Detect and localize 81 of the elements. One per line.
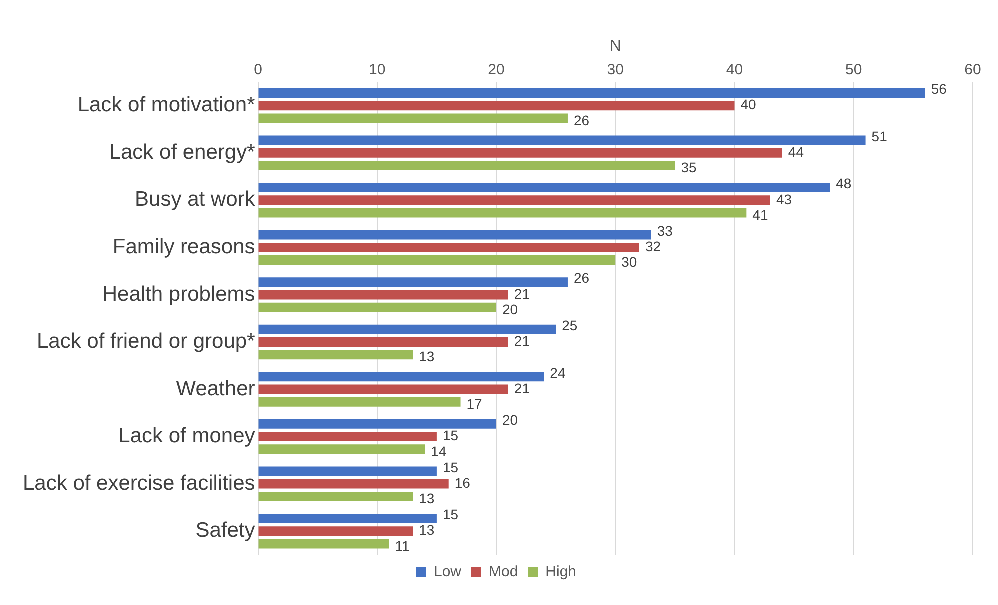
data-label: 13: [419, 348, 435, 365]
legend-label: High: [546, 564, 577, 581]
data-label: 24: [550, 364, 566, 381]
x-tick-label: 40: [726, 61, 744, 78]
data-label: 43: [776, 191, 792, 208]
data-label: 25: [562, 317, 578, 334]
y-tick-label: Weather: [176, 377, 256, 400]
bar: [258, 136, 866, 146]
data-label: 13: [419, 522, 435, 538]
bar: [258, 350, 414, 360]
x-tick-label: 20: [488, 61, 505, 78]
legend-label: Low: [434, 564, 462, 581]
data-label: 15: [442, 459, 459, 476]
bar: [258, 278, 568, 288]
y-tick-label: Lack of energy*: [109, 140, 256, 164]
data-label: 14: [431, 443, 447, 460]
y-tick-label: Lack of motivation*: [78, 94, 256, 117]
data-label: 21: [514, 380, 530, 396]
y-tick-label: Lack of friend or group*: [36, 330, 256, 354]
data-label: 13: [419, 490, 435, 507]
data-label: 48: [836, 176, 852, 192]
data-label: 17: [466, 396, 483, 412]
bar: [258, 384, 508, 394]
bar: [258, 372, 544, 382]
y-tick-label: Safety: [196, 519, 256, 542]
bar: [258, 242, 640, 252]
y-tick-label: Family reasons: [112, 235, 256, 258]
bar: [258, 256, 616, 266]
data-label: 41: [752, 206, 768, 223]
bar: [258, 101, 735, 111]
x-tick-label: 10: [369, 61, 386, 78]
data-label: 56: [931, 81, 948, 98]
data-label: 35: [681, 160, 697, 176]
x-tick-label: 0: [254, 61, 262, 78]
bar: [258, 88, 926, 98]
bar: [258, 444, 426, 454]
data-label: 21: [514, 333, 530, 350]
bar: [258, 196, 770, 206]
bar: [258, 208, 747, 218]
data-label: 16: [454, 474, 471, 491]
bar: [258, 526, 414, 536]
data-label: 15: [442, 428, 459, 444]
data-label: 30: [622, 254, 638, 270]
bar: [258, 302, 497, 312]
data-label: 33: [657, 222, 674, 239]
data-label: 15: [442, 506, 459, 523]
bar: [258, 492, 414, 502]
data-label: 26: [574, 270, 590, 286]
bar: [258, 539, 390, 549]
bar: [258, 432, 437, 442]
y-tick-label: Health problems: [102, 282, 256, 306]
data-label: 40: [740, 96, 757, 113]
bar: [258, 419, 497, 429]
data-label: 20: [502, 301, 518, 318]
data-label: 26: [574, 112, 590, 128]
x-tick-label: 60: [964, 61, 982, 78]
bar: [258, 397, 461, 407]
bar: [258, 230, 652, 240]
bar: [258, 114, 568, 124]
bar: [258, 290, 508, 300]
legend-label: Mod: [488, 564, 518, 581]
x-tick-label: 50: [846, 61, 862, 78]
x-tick-label: 30: [607, 61, 624, 78]
bar: [258, 161, 676, 170]
data-label: 32: [645, 238, 662, 255]
bar: [258, 466, 437, 476]
bar: [258, 183, 830, 193]
data-label: 51: [872, 128, 888, 144]
y-tick-label: Busy at work: [135, 188, 256, 212]
bar: [258, 479, 449, 489]
x-axis-title: N: [610, 38, 622, 56]
bar: [258, 514, 437, 524]
data-label: 20: [502, 412, 518, 428]
bar: [258, 324, 556, 334]
y-tick-label: Lack of money: [118, 424, 256, 448]
data-label: 44: [788, 144, 804, 160]
data-label: 11: [395, 538, 410, 554]
bar: [258, 148, 782, 158]
data-label: 21: [514, 286, 530, 302]
y-tick-label: Lack of exercise facilities: [22, 472, 256, 495]
bar: [258, 338, 508, 347]
